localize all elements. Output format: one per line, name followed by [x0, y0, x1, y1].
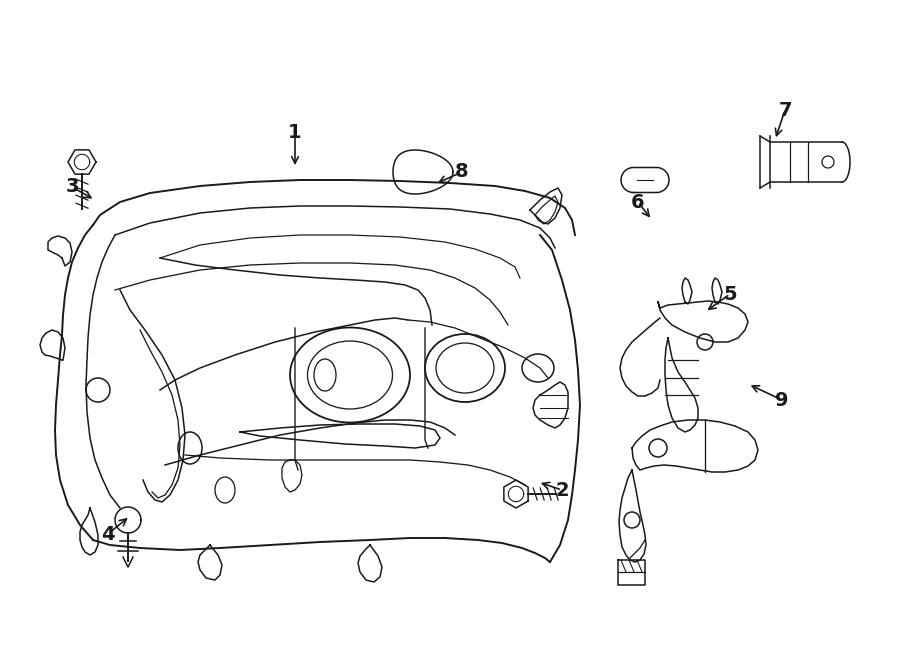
Text: 8: 8 — [455, 162, 469, 181]
Text: 3: 3 — [65, 177, 79, 197]
Text: 6: 6 — [631, 193, 644, 211]
Text: 7: 7 — [778, 101, 792, 120]
Text: 2: 2 — [555, 481, 569, 500]
Text: 4: 4 — [101, 524, 115, 544]
Text: 5: 5 — [724, 285, 737, 303]
Text: 1: 1 — [288, 122, 302, 142]
Text: 9: 9 — [775, 391, 788, 410]
